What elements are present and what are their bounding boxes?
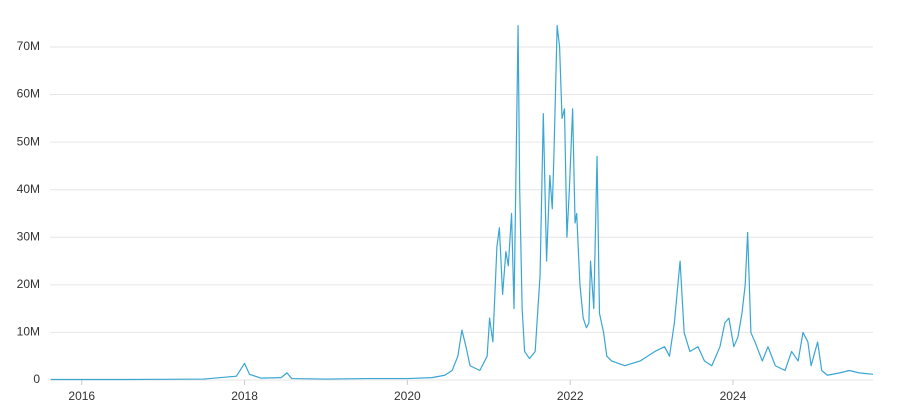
y-tick-label: 60M bbox=[17, 87, 40, 101]
y-tick-label: 70M bbox=[17, 39, 40, 53]
x-tick-label: 2022 bbox=[557, 389, 584, 403]
x-tick-label: 2016 bbox=[68, 389, 95, 403]
x-tick-label: 2024 bbox=[720, 389, 747, 403]
y-tick-label: 50M bbox=[17, 134, 40, 148]
x-tick-label: 2020 bbox=[394, 389, 421, 403]
y-tick-label: 10M bbox=[17, 325, 40, 339]
y-tick-label: 30M bbox=[17, 229, 40, 243]
y-tick-label: 40M bbox=[17, 182, 40, 196]
y-tick-label: 20M bbox=[17, 277, 40, 291]
x-tick-label: 2018 bbox=[231, 389, 258, 403]
data-line bbox=[50, 24, 874, 381]
y-tick-label: 0 bbox=[33, 372, 40, 386]
